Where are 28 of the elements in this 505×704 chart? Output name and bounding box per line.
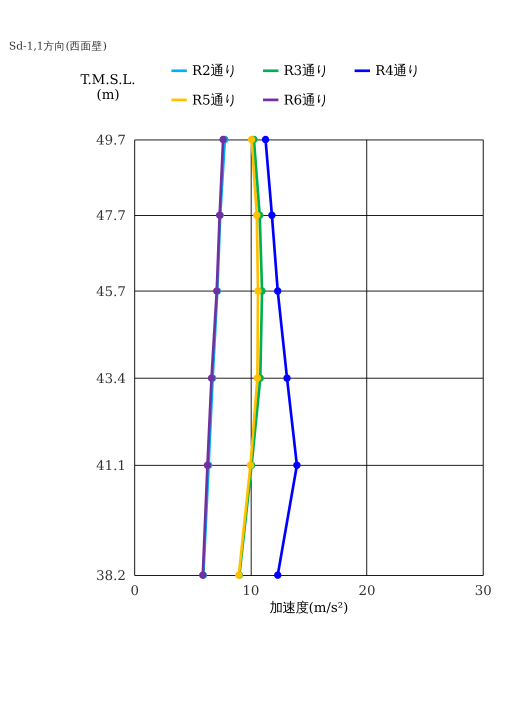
point: [262, 136, 270, 144]
point: [254, 287, 262, 295]
point: [274, 571, 282, 579]
x-tick-label: 0: [130, 584, 139, 600]
legend-label: R4通り: [375, 64, 420, 80]
y-tick-label: 45.7: [96, 284, 126, 300]
point: [283, 374, 291, 382]
y-tick-label: 38.2: [96, 569, 126, 584]
y-tick-label: 49.7: [96, 133, 126, 148]
point: [274, 287, 282, 295]
legend-label: R2通り: [192, 64, 237, 80]
x-tick-label: 20: [358, 584, 376, 600]
point: [253, 212, 261, 219]
point: [268, 212, 276, 219]
x-tick-label: 30: [474, 584, 492, 600]
legend-label: R5通り: [192, 93, 237, 108]
y-tick-label: 41.1: [96, 459, 126, 474]
chart-title: Sd-1,1方向(西面壁): [8, 40, 107, 53]
legend-label: R6通り: [284, 93, 328, 108]
y-tick-label: 43.4: [96, 372, 126, 388]
y-tick-label: 47.7: [96, 209, 126, 224]
x-tick-label: 10: [242, 584, 260, 600]
y-axis-title: T.M.S.L. (m): [80, 72, 136, 104]
point: [293, 462, 301, 469]
x-axis-title: 加速度(m/s²): [270, 600, 348, 616]
point: [254, 374, 262, 382]
legend-label: R3通り: [284, 64, 328, 80]
point: [248, 136, 256, 144]
